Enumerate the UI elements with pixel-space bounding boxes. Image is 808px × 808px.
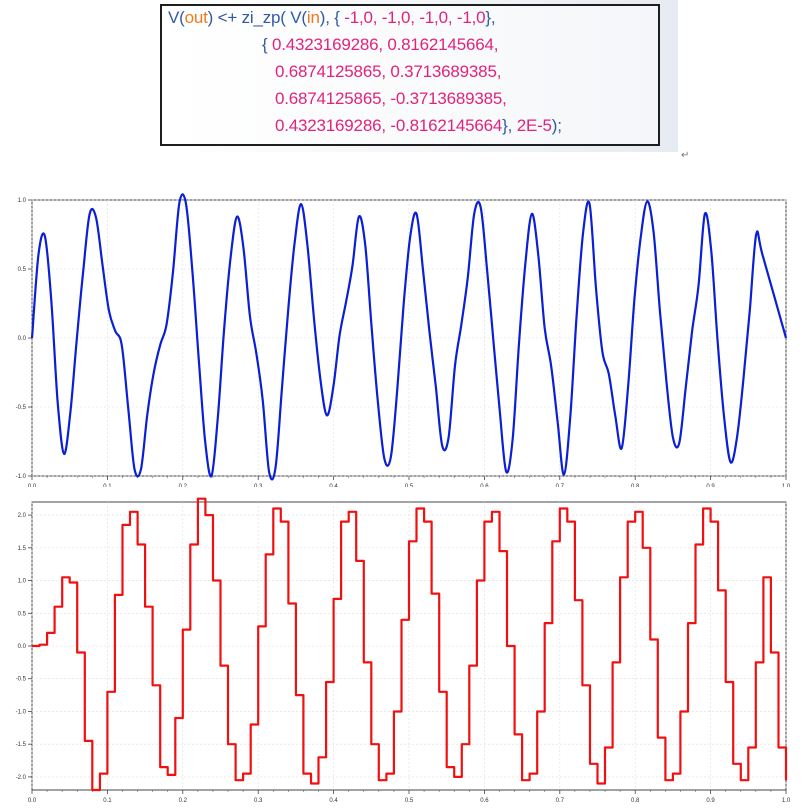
code-segment: { [262,35,273,54]
y-tick-label: -0.5 [16,677,27,683]
y-tick-label: 1.0 [18,198,27,204]
x-tick-label: 0.0 [28,484,37,487]
y-tick-label: 0.5 [18,267,27,273]
y-tick-label: -2.0 [16,775,27,781]
x-tick-label: 0.3 [254,484,263,487]
code-line-2: { 0.4323169286, 0.8162145664, [262,35,498,55]
x-tick-label: 0.5 [405,484,414,487]
x-tick-label: 0.6 [480,798,489,804]
chart-2: 0.0 0.1 0.2 0.3 0.4 0.5 0.6 0.7 0.8 0.9 1.0 2.0 1.5 1… [16,497,791,804]
x-tick-label: 0.4 [329,798,338,804]
code-segment: ), { [319,8,345,27]
code-segment: 0.4323169286, -0.8162145664 [275,116,503,135]
code-segment: 0.6874125865, 0.3713689385, [275,62,502,81]
y-tick-label: -1.5 [16,742,27,748]
code-segment: }, [502,116,517,135]
code-segment: }, [485,8,496,27]
series-line [32,497,788,792]
code-line-1: V(out) <+ zi_zp( V(in), { -1,0, -1,0, -1… [168,8,496,28]
code-segment: 0.6874125865, -0.3713689385, [275,89,507,108]
x-tick-label: 0.2 [179,484,188,487]
x-tick-label: 0.8 [631,798,640,804]
x-tick-label: 0.7 [556,798,565,804]
code-segment: ); [551,116,562,135]
x-tick-label: 0.8 [631,484,640,487]
code-box: V(out) <+ zi_zp( V(in), { -1,0, -1,0, -1… [160,4,660,146]
code-segment: 2E-5 [516,116,552,135]
code-segment: ) <+ zi_zp( V( [207,8,307,27]
x-tick-label: 0.5 [405,798,414,804]
x-tick-label: 0.0 [28,798,37,804]
x-tick-label: 0.7 [556,484,565,487]
x-tick-label: 1.0 [782,484,791,487]
y-tick-label: 0.0 [18,336,27,342]
x-tick-label: 0.4 [329,484,338,487]
code-segment: in [306,8,320,27]
x-tick-label: 1.0 [782,798,791,804]
y-tick-label: 0.0 [18,644,27,650]
x-tick-label: 0.1 [103,484,112,487]
code-panel: V(out) <+ zi_zp( V(in), { -1,0, -1,0, -1… [150,0,678,152]
y-tick-label: 1.0 [18,579,27,585]
code-segment: 0.4323169286, 0.8162145664, [272,35,499,54]
series-line [30,193,788,481]
x-tick-label: 0.2 [179,798,188,804]
code-segment: out [184,8,208,27]
code-segment: V( [168,8,185,27]
y-tick-label: -0.5 [16,405,27,411]
code-segment: -1,0, -1,0, -1,0, -1,0 [344,8,486,27]
y-tick-label: 1.5 [18,546,27,552]
y-tick-label: -1.0 [16,709,27,715]
y-tick-label: -1.0 [16,474,27,480]
x-tick-label: 0.6 [480,484,489,487]
paragraph-return-icon: ↵ [681,150,690,161]
code-line-5: 0.4323169286, -0.8162145664}, 2E-5); [275,116,562,136]
y-tick-label: 0.5 [18,611,27,617]
y-tick-label: 2.0 [18,513,27,519]
x-tick-label: 0.9 [706,484,715,487]
code-line-3: 0.6874125865, 0.3713689385, [275,62,501,82]
chart-1: 0.0 0.1 0.2 0.3 0.4 0.5 0.6 0.7 0.8 0.9 1.0 1.0 0.5 0… [16,193,791,487]
x-tick-label: 0.1 [103,798,112,804]
x-tick-label: 0.9 [706,798,715,804]
x-tick-label: 0.3 [254,798,263,804]
code-line-4: 0.6874125865, -0.3713689385, [275,89,507,109]
